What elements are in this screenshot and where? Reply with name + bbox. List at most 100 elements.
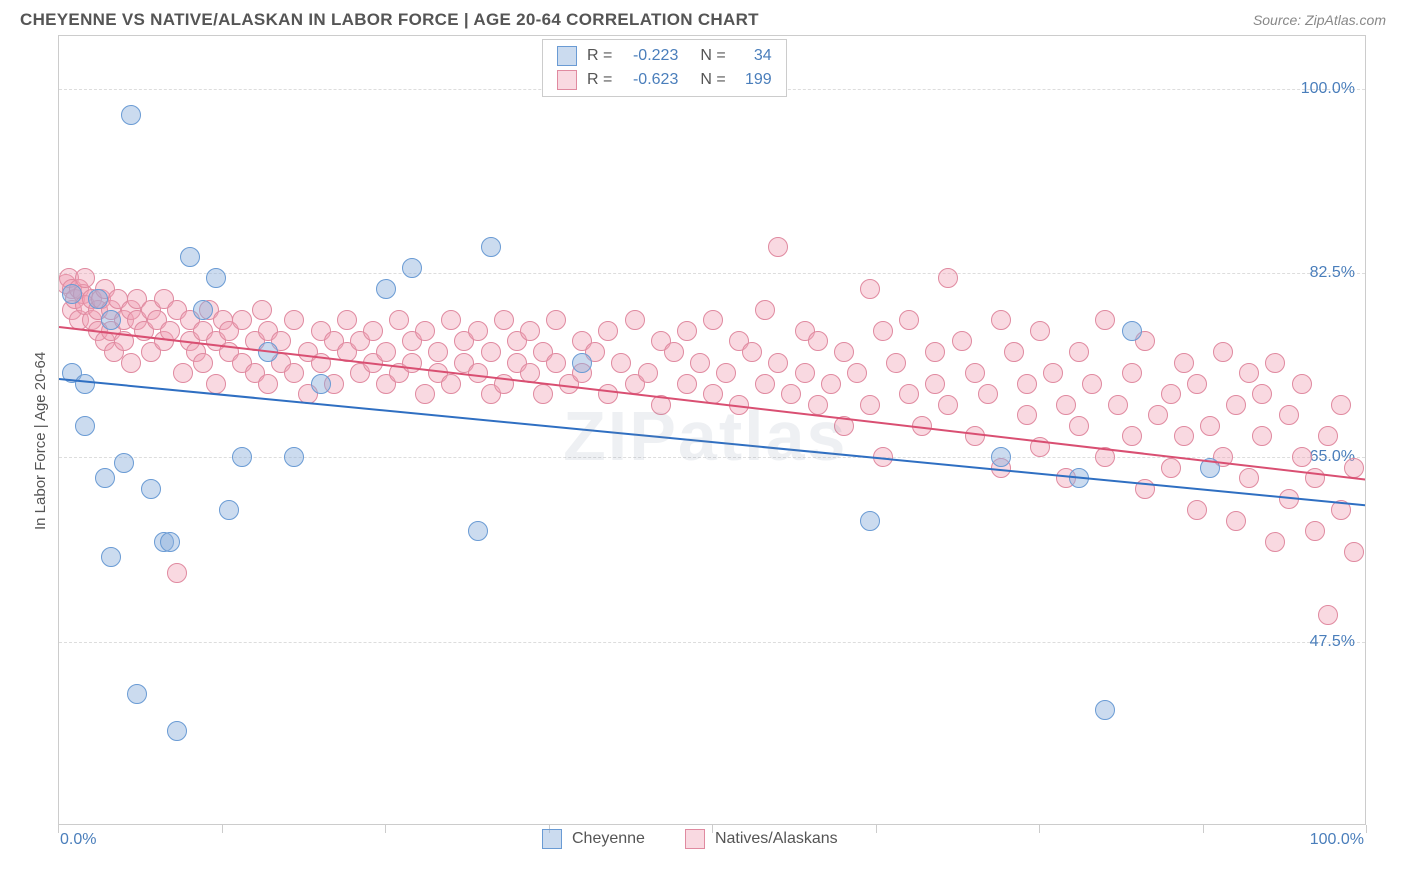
legend-r-value: -0.223 bbox=[622, 47, 678, 65]
watermark: ZIPatlas bbox=[563, 396, 847, 476]
scatter-point bbox=[376, 279, 396, 299]
scatter-point bbox=[925, 342, 945, 362]
chart-title: CHEYENNE VS NATIVE/ALASKAN IN LABOR FORC… bbox=[20, 10, 759, 30]
legend-n-value: 199 bbox=[736, 71, 772, 89]
scatter-point bbox=[925, 374, 945, 394]
scatter-point bbox=[690, 353, 710, 373]
scatter-point bbox=[755, 374, 775, 394]
scatter-point bbox=[1318, 426, 1338, 446]
scatter-point bbox=[441, 374, 461, 394]
scatter-point bbox=[1305, 521, 1325, 541]
x-tick bbox=[876, 825, 877, 833]
scatter-point bbox=[180, 247, 200, 267]
scatter-point bbox=[638, 363, 658, 383]
scatter-point bbox=[755, 300, 775, 320]
scatter-point bbox=[160, 532, 180, 552]
scatter-point bbox=[141, 479, 161, 499]
scatter-point bbox=[834, 342, 854, 362]
scatter-point bbox=[193, 300, 213, 320]
legend-swatch bbox=[557, 70, 577, 90]
scatter-point bbox=[677, 374, 697, 394]
scatter-point bbox=[860, 395, 880, 415]
scatter-point bbox=[1017, 374, 1037, 394]
scatter-point bbox=[468, 521, 488, 541]
legend-stat-row: R =-0.223N =34 bbox=[557, 46, 772, 66]
legend-n-label: N = bbox=[700, 71, 725, 89]
scatter-point bbox=[1122, 426, 1142, 446]
scatter-point bbox=[978, 384, 998, 404]
scatter-point bbox=[219, 500, 239, 520]
scatter-point bbox=[376, 342, 396, 362]
scatter-point bbox=[821, 374, 841, 394]
legend-swatch bbox=[685, 829, 705, 849]
scatter-point bbox=[75, 374, 95, 394]
scatter-point bbox=[677, 321, 697, 341]
scatter-point bbox=[546, 353, 566, 373]
scatter-point bbox=[311, 374, 331, 394]
scatter-point bbox=[860, 511, 880, 531]
plot-area: ZIPatlas 47.5%65.0%82.5%100.0% bbox=[58, 35, 1366, 825]
legend-item: Natives/Alaskans bbox=[685, 829, 838, 849]
scatter-point bbox=[1095, 700, 1115, 720]
scatter-point bbox=[742, 342, 762, 362]
scatter-point bbox=[1069, 416, 1089, 436]
scatter-point bbox=[965, 363, 985, 383]
legend-r-label: R = bbox=[587, 71, 612, 89]
x-tick bbox=[1039, 825, 1040, 833]
x-tick bbox=[1203, 825, 1204, 833]
scatter-point bbox=[1069, 342, 1089, 362]
scatter-point bbox=[62, 284, 82, 304]
scatter-point bbox=[127, 684, 147, 704]
chart-container: ZIPatlas 47.5%65.0%82.5%100.0% In Labor … bbox=[18, 35, 1388, 853]
scatter-point bbox=[428, 342, 448, 362]
scatter-point bbox=[1161, 458, 1181, 478]
scatter-point bbox=[1187, 500, 1207, 520]
scatter-point bbox=[847, 363, 867, 383]
scatter-point bbox=[1148, 405, 1168, 425]
scatter-point bbox=[1030, 321, 1050, 341]
scatter-point bbox=[1239, 468, 1259, 488]
scatter-point bbox=[415, 384, 435, 404]
chart-source: Source: ZipAtlas.com bbox=[1253, 12, 1386, 28]
x-tick bbox=[1366, 825, 1367, 833]
scatter-point bbox=[206, 268, 226, 288]
scatter-point bbox=[546, 310, 566, 330]
scatter-point bbox=[1108, 395, 1128, 415]
scatter-point bbox=[808, 395, 828, 415]
scatter-point bbox=[1161, 384, 1181, 404]
scatter-point bbox=[337, 310, 357, 330]
x-tick bbox=[58, 825, 59, 833]
scatter-point bbox=[468, 321, 488, 341]
scatter-point bbox=[1265, 532, 1285, 552]
scatter-point bbox=[768, 237, 788, 257]
scatter-point bbox=[1226, 511, 1246, 531]
scatter-point bbox=[284, 447, 304, 467]
scatter-point bbox=[952, 331, 972, 351]
scatter-point bbox=[611, 353, 631, 373]
scatter-point bbox=[121, 105, 141, 125]
scatter-point bbox=[899, 384, 919, 404]
scatter-point bbox=[1017, 405, 1037, 425]
scatter-point bbox=[598, 321, 618, 341]
scatter-point bbox=[1318, 605, 1338, 625]
x-tick bbox=[385, 825, 386, 833]
scatter-point bbox=[1252, 426, 1272, 446]
scatter-point bbox=[1122, 321, 1142, 341]
scatter-point bbox=[1239, 363, 1259, 383]
legend-top-stats: R =-0.223N =34R =-0.623N =199 bbox=[542, 39, 787, 97]
scatter-point bbox=[1095, 310, 1115, 330]
scatter-point bbox=[768, 353, 788, 373]
legend-swatch bbox=[542, 829, 562, 849]
legend-item: Cheyenne bbox=[542, 829, 645, 849]
scatter-point bbox=[965, 426, 985, 446]
scatter-point bbox=[441, 310, 461, 330]
scatter-point bbox=[860, 279, 880, 299]
scatter-point bbox=[173, 363, 193, 383]
scatter-point bbox=[1122, 363, 1142, 383]
scatter-point bbox=[363, 321, 383, 341]
scatter-point bbox=[873, 321, 893, 341]
scatter-point bbox=[886, 353, 906, 373]
scatter-point bbox=[95, 468, 115, 488]
scatter-point bbox=[1292, 447, 1312, 467]
scatter-point bbox=[1174, 426, 1194, 446]
